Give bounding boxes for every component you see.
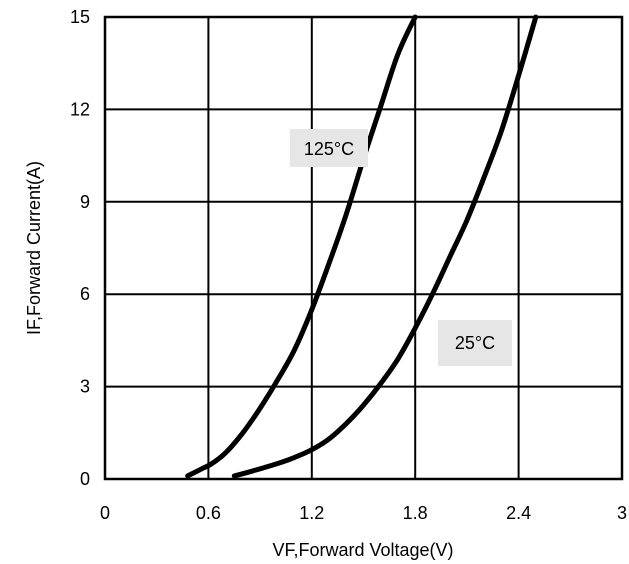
series-line	[185, 14, 418, 479]
annotation-25c-label: 25°C	[455, 333, 495, 353]
x-tick-label: 1.2	[299, 503, 324, 523]
curve-annotations: 125°C 25°C	[290, 129, 512, 366]
y-tick-label: 6	[80, 284, 90, 304]
grid-lines	[105, 17, 622, 479]
x-tick-labels: 0 0.6 1.2 1.8 2.4 3	[100, 503, 627, 523]
curves	[185, 14, 539, 479]
annotation-125c-label: 125°C	[304, 139, 354, 159]
y-tick-label: 15	[70, 7, 90, 27]
x-tick-label: 2.4	[506, 503, 531, 523]
x-tick-label: 0.6	[196, 503, 221, 523]
annotation-25c-background	[438, 320, 512, 366]
y-tick-label: 3	[80, 377, 90, 397]
annotation-125c-background	[290, 129, 368, 167]
x-axis-label: VF,Forward Voltage(V)	[272, 540, 453, 560]
y-tick-labels: 0 3 6 9 12 15	[70, 7, 90, 489]
plot-frame	[103, 15, 624, 481]
y-tick-label: 12	[70, 99, 90, 119]
y-axis-label: IF,Forward Current(A)	[24, 161, 44, 335]
y-tick-label: 9	[80, 192, 90, 212]
x-tick-label: 0	[100, 503, 110, 523]
annotation-25c: 25°C	[438, 320, 512, 366]
x-tick-label: 1.8	[403, 503, 428, 523]
x-tick-label: 3	[617, 503, 627, 523]
y-tick-label: 0	[80, 469, 90, 489]
annotation-125c: 125°C	[290, 129, 368, 167]
series-line	[231, 14, 539, 479]
